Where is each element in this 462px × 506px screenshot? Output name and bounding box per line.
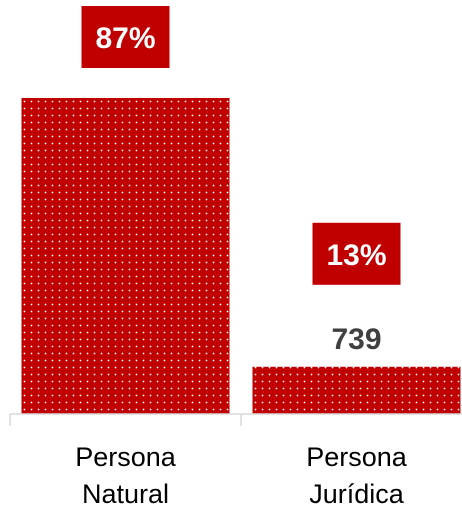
x-tick-label: Persona Jurídica: [306, 442, 408, 506]
bars-layer: [21, 98, 461, 414]
labels-layer: 87% 13% 739: [81, 6, 401, 356]
bar-1: [21, 98, 230, 414]
data-label: 739: [331, 323, 381, 356]
percent-label: 87%: [95, 22, 155, 55]
percent-label-box: [81, 6, 170, 68]
x-tick-label: Persona Natural: [75, 442, 177, 506]
bar-2: [252, 366, 461, 414]
x-axis: Persona Natural Persona Jurídica: [9, 413, 462, 506]
percent-label: 13%: [326, 239, 386, 272]
percent-label-box: [312, 222, 401, 285]
